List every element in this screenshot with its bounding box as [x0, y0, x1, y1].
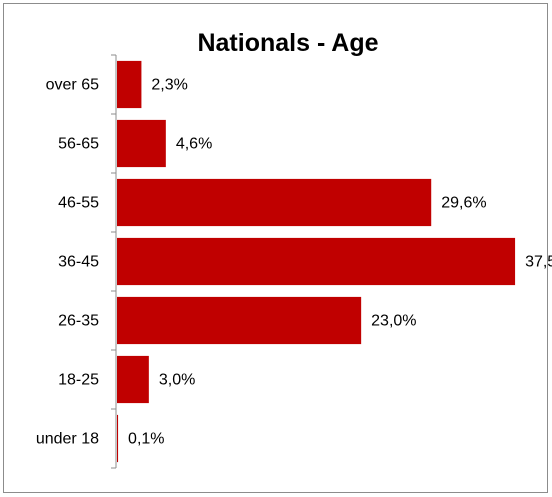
data-label: 37,5% [525, 254, 552, 271]
category-label: under 18 [36, 431, 99, 448]
bar [117, 179, 431, 226]
chart-title: Nationals - Age [197, 29, 378, 57]
data-label: 29,6% [441, 195, 486, 212]
category-label: over 65 [46, 77, 99, 94]
bar [117, 415, 118, 462]
data-label: 0,1% [128, 431, 164, 448]
data-label: 3,0% [159, 372, 195, 389]
bar [117, 238, 515, 285]
category-label: 26-35 [58, 313, 99, 330]
data-label: 23,0% [371, 313, 416, 330]
category-label: 56-65 [58, 136, 99, 153]
category-label: 36-45 [58, 254, 99, 271]
category-axis: over 65 56-65 46-55 36-45 26-35 18-25 under 18 [36, 55, 116, 468]
bar [117, 356, 149, 403]
category-label: 18-25 [58, 372, 99, 389]
bar-series [117, 61, 515, 462]
bar [117, 297, 361, 344]
bar [117, 61, 141, 108]
category-label: 46-55 [58, 195, 99, 212]
bar [117, 120, 166, 167]
data-label: 4,6% [176, 136, 212, 153]
data-label: 2,3% [151, 77, 187, 94]
